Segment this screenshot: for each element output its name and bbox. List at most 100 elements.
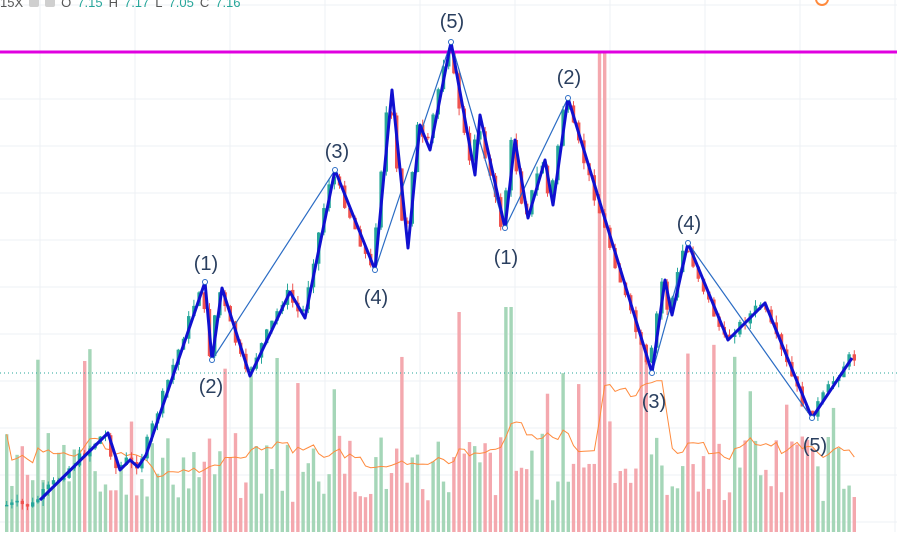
candle-body	[821, 392, 825, 402]
wave-zigzag-line[interactable]	[38, 40, 854, 502]
candle-body	[727, 334, 732, 338]
wave-node	[448, 39, 454, 45]
wave-outline-line[interactable]	[204, 39, 813, 419]
wave-label-correction-2: (2)	[557, 67, 581, 89]
volume-bar	[254, 446, 258, 532]
volume-bar	[88, 349, 92, 532]
volume-bar	[280, 490, 284, 532]
wave-node	[649, 370, 655, 376]
volume-bar	[72, 449, 76, 532]
wave-label-correction-3: (3)	[642, 391, 666, 413]
volume-bar	[275, 357, 279, 532]
volume-bar	[124, 494, 128, 532]
volume-bar	[431, 461, 435, 532]
volume-bar	[161, 457, 165, 532]
volume-bar	[582, 467, 586, 532]
wave-label-correction-1: (1)	[494, 247, 518, 269]
volume-bar	[213, 474, 217, 532]
wave-nodes	[202, 39, 815, 421]
volume-bar	[296, 383, 300, 532]
volume-bar	[639, 342, 643, 532]
volume-bar	[447, 492, 451, 532]
candle-body	[249, 368, 253, 371]
volume-bar	[748, 391, 752, 532]
volume-bar	[733, 356, 737, 532]
volume-bar	[826, 437, 830, 532]
candle-body	[696, 266, 700, 279]
volume-bar	[51, 487, 56, 532]
volume-bar	[223, 368, 227, 532]
symbol-label: 15X	[0, 0, 24, 10]
volume-bar	[821, 500, 825, 532]
volume-bar	[566, 481, 570, 532]
volume-bar	[545, 393, 550, 532]
volume-bar	[145, 496, 149, 532]
volume-bar	[462, 453, 466, 532]
volume-bar	[358, 496, 362, 532]
volume-bar	[363, 497, 368, 532]
close-value: 7.16	[215, 0, 241, 10]
candle-body	[826, 384, 830, 393]
volume-bar	[228, 457, 232, 532]
wave-node	[209, 357, 215, 363]
volume-bar	[384, 488, 388, 532]
wave-node	[372, 267, 378, 273]
volume-bar	[415, 454, 420, 532]
volume-bar	[337, 435, 342, 532]
candle-body	[36, 499, 40, 503]
volume-bar	[540, 433, 544, 532]
volume-bar	[587, 463, 591, 532]
volume-bar	[488, 452, 492, 532]
candle-body	[670, 297, 674, 310]
volume-bar	[343, 473, 347, 532]
volume-bar	[551, 500, 555, 532]
volume-bar	[285, 444, 290, 532]
settings-square-icon[interactable]	[29, 0, 40, 7]
volume-bar	[171, 484, 175, 532]
volume-bar	[764, 469, 768, 532]
volume-bar	[681, 466, 685, 532]
volume-bar	[207, 438, 212, 532]
volume-bar	[436, 441, 440, 532]
volume-bar	[556, 481, 560, 532]
volume-bar	[483, 443, 487, 532]
volume-bar	[696, 491, 700, 532]
wave-label-impulse-4: (4)	[364, 287, 388, 309]
visibility-square-icon[interactable]	[45, 0, 56, 7]
candle-body	[301, 309, 305, 312]
volume-bar	[426, 500, 430, 532]
volume-bar	[514, 470, 518, 532]
volume-bar	[5, 434, 9, 532]
volume-bar	[57, 452, 61, 532]
volume-bar	[618, 471, 622, 532]
volume-bar	[244, 482, 248, 532]
volume-bar	[369, 493, 373, 532]
candle-body	[831, 381, 836, 385]
volume-bar	[140, 479, 144, 532]
volume-bar	[499, 437, 503, 532]
candle-body	[62, 477, 66, 480]
candle-body	[389, 112, 394, 116]
candle-body	[119, 464, 123, 469]
volume-bar	[785, 404, 789, 532]
candle-body	[618, 268, 622, 283]
volume-bar	[187, 488, 191, 532]
wave-node	[685, 240, 691, 246]
volume-bar	[202, 461, 206, 532]
volume-bar	[306, 463, 310, 532]
volume-bar	[67, 481, 71, 532]
volume-bar	[743, 440, 747, 532]
volume-bar	[613, 482, 617, 532]
volume-bar	[218, 451, 222, 532]
volume-bar	[655, 437, 659, 532]
volume-bar	[135, 495, 139, 532]
wave-node	[202, 279, 208, 285]
volume-bar	[467, 442, 472, 532]
volume-bar	[795, 444, 799, 532]
volume-bar	[727, 492, 732, 532]
volume-bar	[353, 491, 357, 532]
volume-bar	[592, 463, 596, 532]
volume-bar	[192, 452, 196, 532]
